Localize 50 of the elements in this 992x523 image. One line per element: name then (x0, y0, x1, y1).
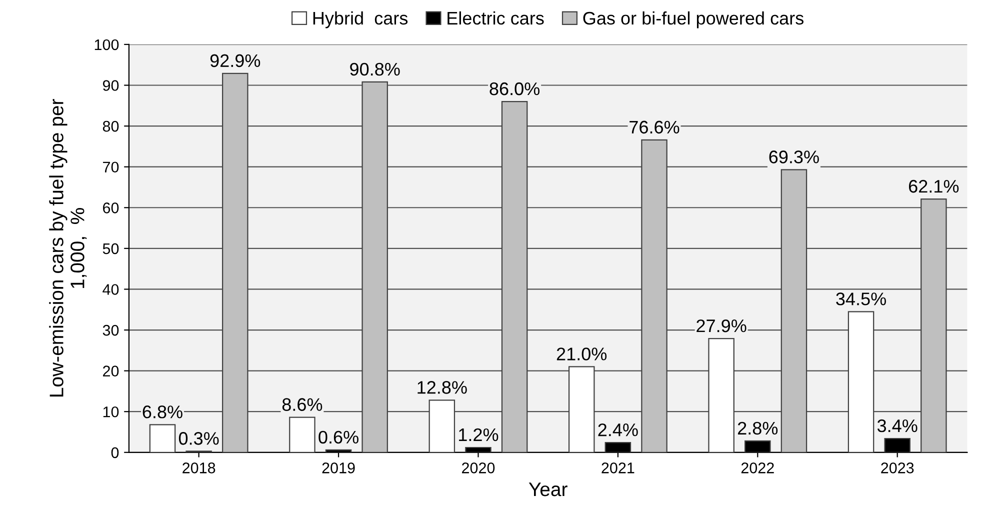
legend-label: Gas or bi-fuel powered cars (583, 11, 804, 28)
data-label: 6.8% (142, 406, 182, 418)
y-tick-label: 70 (103, 162, 119, 173)
data-label: 62.1% (908, 180, 959, 193)
y-tick-label: 100 (94, 39, 119, 50)
data-label: 27.9% (696, 319, 746, 332)
bar (920, 198, 947, 452)
bar (780, 169, 808, 452)
data-label: 3.4% (877, 419, 918, 432)
y-tick-label: 20 (103, 366, 119, 376)
x-tick-label: 2023 (881, 462, 914, 474)
data-label: 21.0% (556, 348, 607, 360)
y-tick-label: 50 (102, 243, 119, 254)
x-tick-label: 2022 (741, 462, 774, 474)
data-label: 34.5% (836, 292, 886, 306)
bar (641, 139, 668, 452)
bar (568, 366, 595, 452)
y-tick-label: 80 (102, 120, 119, 132)
x-tick-label: 2021 (602, 462, 634, 474)
y-tick-label: 10 (103, 406, 119, 418)
data-label: 1.2% (459, 428, 498, 442)
data-label: 69.3% (769, 150, 819, 164)
x-tick-label: 2018 (182, 462, 216, 474)
y-axis-title: Low-emission cars by fuel type per 1,000, % (49, 99, 87, 396)
y-tick-label: 40 (102, 284, 119, 295)
data-label: 12.8% (418, 381, 467, 394)
data-label: 2.4% (598, 423, 638, 436)
bar (149, 424, 176, 452)
bar (848, 311, 874, 452)
legend-label: Hybrid cars (313, 11, 408, 28)
y-tick-label: 30 (102, 324, 119, 336)
data-label: 0.3% (178, 432, 219, 445)
y-tick-label: 60 (103, 202, 119, 214)
bar (501, 101, 528, 452)
data-label: 76.6% (630, 120, 680, 134)
legend-label: Electric cars (448, 11, 544, 25)
bar (708, 338, 734, 452)
data-label: 8.6% (282, 398, 322, 411)
bar (289, 416, 316, 452)
data-label: 86.0% (490, 82, 540, 96)
y-tick-label: 90 (102, 80, 119, 91)
data-label: 92.9% (210, 54, 260, 68)
data-label: 90.8% (350, 62, 400, 76)
y-tick-label: 0 (111, 447, 119, 458)
data-label: 0.6% (318, 430, 358, 444)
data-label: 2.8% (738, 422, 778, 435)
bar (428, 400, 456, 452)
x-tick-label: 2019 (322, 462, 355, 474)
x-axis-title: Year (528, 482, 568, 496)
x-tick-label: 2020 (462, 462, 495, 474)
